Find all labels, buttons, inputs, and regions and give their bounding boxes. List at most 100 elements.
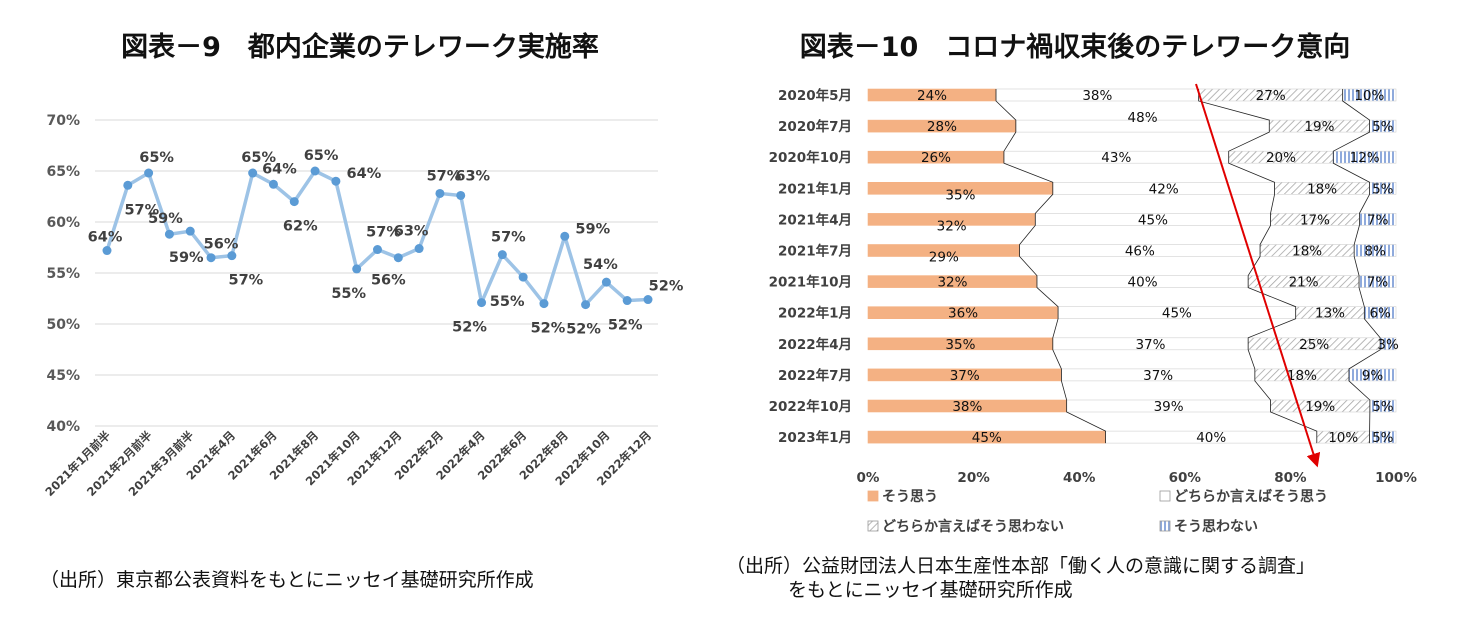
chart2-x-tick-label: 100% (1375, 470, 1417, 486)
chart1-y-axis: 40% 45% 50% 55% 60% 65% 70% (46, 113, 80, 435)
chart1-data-label: 59% (169, 250, 204, 266)
chart2-legend-label: そう思う (882, 489, 938, 505)
trend-arrow (1195, 83, 1321, 468)
chart2-segment-label: 5% (1372, 181, 1394, 197)
chart2-segment-label: 18% (1307, 181, 1337, 197)
chart1-data-label: 54% (583, 257, 618, 273)
chart1-data-label: 57% (228, 273, 263, 289)
chart1-data-label: 56% (204, 237, 239, 253)
chart2-segment-label: 48% (1128, 110, 1158, 126)
chart2-x-tick-label: 80% (1274, 470, 1307, 486)
chart1-data-point (581, 300, 591, 310)
chart1-data-point (414, 244, 424, 254)
chart2-segment-label: 28% (927, 119, 957, 135)
chart2-segment-label: 27% (1256, 88, 1286, 104)
chart2-legend-swatch (867, 490, 879, 502)
chart2-category-label: 2022年1月 (778, 305, 852, 322)
chart1-data-point (331, 176, 341, 186)
chart1-data-label: 52% (608, 318, 643, 334)
chart1-data-point (102, 246, 112, 256)
chart2-category-label: 2022年7月 (778, 367, 852, 384)
chart1-data-point (123, 180, 133, 190)
chart2-segment-label: 38% (1082, 88, 1112, 104)
chart2-segment-label: 43% (1101, 150, 1131, 166)
chart2-segment-label: 8% (1364, 244, 1386, 260)
chart2-segment-label: 21% (1289, 275, 1319, 291)
chart2-legend-swatch (1159, 490, 1171, 502)
chart2-segment-labels: 24% 38% 27% 10% 28% 48% 19% 5% 26% 43% 20% 12% 35% 42… (917, 88, 1399, 446)
chart2-legend-swatch (1159, 520, 1171, 532)
chart1-data-point (310, 166, 320, 176)
chart1-y-tick-label: 45% (46, 368, 80, 384)
chart2-series-lines (995, 89, 1381, 444)
telework-rate-line-chart: 図表－9 都内企業のテレワーク実施率 40% 45% 50% 55% 60% 65% 70%… (40, 31, 684, 591)
chart2-category-label: 2023年1月 (778, 429, 852, 446)
chart2-legend-label: そう思わない (1174, 519, 1258, 535)
chart1-points (102, 166, 653, 310)
chart2-segment-label: 37% (1143, 368, 1173, 384)
chart1-data-point (393, 253, 403, 263)
chart2-y-axis: 2020年5月 2020年7月 2020年10月 2021年1月 2021年4月 2021… (769, 87, 852, 446)
chart2-segment-label: 5% (1372, 399, 1394, 415)
chart1-data-label: 65% (304, 148, 339, 164)
chart2-segment-label: 5% (1372, 430, 1394, 446)
chart1-data-label: 57% (366, 225, 401, 241)
chart1-data-label: 64% (347, 166, 382, 182)
chart2-series-line (1332, 89, 1381, 444)
chart1-data-label: 59% (575, 221, 610, 237)
chart1-data-point (456, 190, 466, 200)
chart1-data-label: 52% (452, 320, 487, 336)
chart1-title: 図表－9 都内企業のテレワーク実施率 (121, 31, 599, 63)
chart2-segment-label: 40% (1128, 275, 1158, 291)
chart2-segment-label: 9% (1362, 368, 1384, 384)
chart2-segment-label: 18% (1287, 368, 1317, 384)
chart2-segment-label: 39% (1154, 399, 1184, 415)
chart1-y-tick-label: 50% (46, 317, 80, 333)
chart2-segment-label: 38% (952, 399, 982, 415)
chart1-data-label: 65% (241, 150, 276, 166)
chart1-data-point (289, 197, 299, 207)
chart2-source-line1: （出所）公益財団法人日本生産性本部「働く人の意識に関する調査」 (726, 555, 1315, 577)
chart2-legend-label: どちらか言えばそう思わない (882, 518, 1064, 535)
chart2-segment-label: 46% (1125, 244, 1155, 260)
chart2-segment-label: 29% (929, 250, 959, 266)
chart1-data-point (248, 168, 258, 178)
chart1-data-point (227, 251, 237, 261)
chart1-data-label: 62% (283, 219, 318, 235)
chart1-y-tick-label: 60% (46, 215, 80, 231)
chart2-segment-label: 45% (1138, 212, 1168, 228)
chart1-y-tick-label: 55% (46, 266, 80, 282)
chart1-data-label: 59% (148, 211, 183, 227)
chart2-segment-label: 18% (1292, 244, 1322, 260)
chart1-data-label: 64% (262, 161, 297, 177)
chart2-segment-label: 40% (1196, 430, 1226, 446)
chart1-data-point (268, 179, 278, 189)
chart1-y-tick-label: 70% (46, 113, 80, 129)
chart2-category-label: 2020年10月 (769, 149, 852, 166)
telework-intention-stacked-bar-chart: 図表－10 コロナ禍収束後のテレワーク意向 24% 38% 27% 10% 28% 48%… (726, 31, 1417, 601)
chart2-segment-label: 10% (1328, 430, 1358, 446)
chart2-x-tick-label: 40% (1063, 470, 1096, 486)
chart2-segment-label: 19% (1304, 119, 1334, 135)
chart1-data-label: 64% (88, 230, 123, 246)
chart1-data-labels: 64%57%65%59%59%56%57%65%64%62%65%64%55%5… (88, 148, 684, 338)
chart2-segment-label: 19% (1305, 399, 1335, 415)
chart1-data-label: 57% (491, 230, 526, 246)
chart1-data-label: 52% (566, 322, 601, 338)
chart2-category-label: 2022年4月 (778, 336, 852, 353)
chart1-data-point (185, 226, 195, 236)
chart2-source-line2: をもとにニッセイ基礎研究所作成 (788, 579, 1073, 601)
chart2-segment-label: 3% (1377, 337, 1399, 353)
chart2-segment-label: 35% (945, 337, 975, 353)
chart2-category-label: 2021年1月 (778, 180, 852, 197)
chart2-segment-label: 37% (950, 368, 980, 384)
chart2-x-axis: 0% 20% 40% 60% 80% 100% (857, 470, 1418, 486)
chart1-data-point (373, 245, 382, 255)
chart2-segment-label: 36% (948, 306, 978, 322)
chart2-segment-label: 26% (921, 150, 951, 166)
chart1-data-label: 52% (649, 279, 684, 295)
chart2-legend-swatch (867, 520, 879, 532)
chart2-category-label: 2021年7月 (778, 243, 852, 260)
